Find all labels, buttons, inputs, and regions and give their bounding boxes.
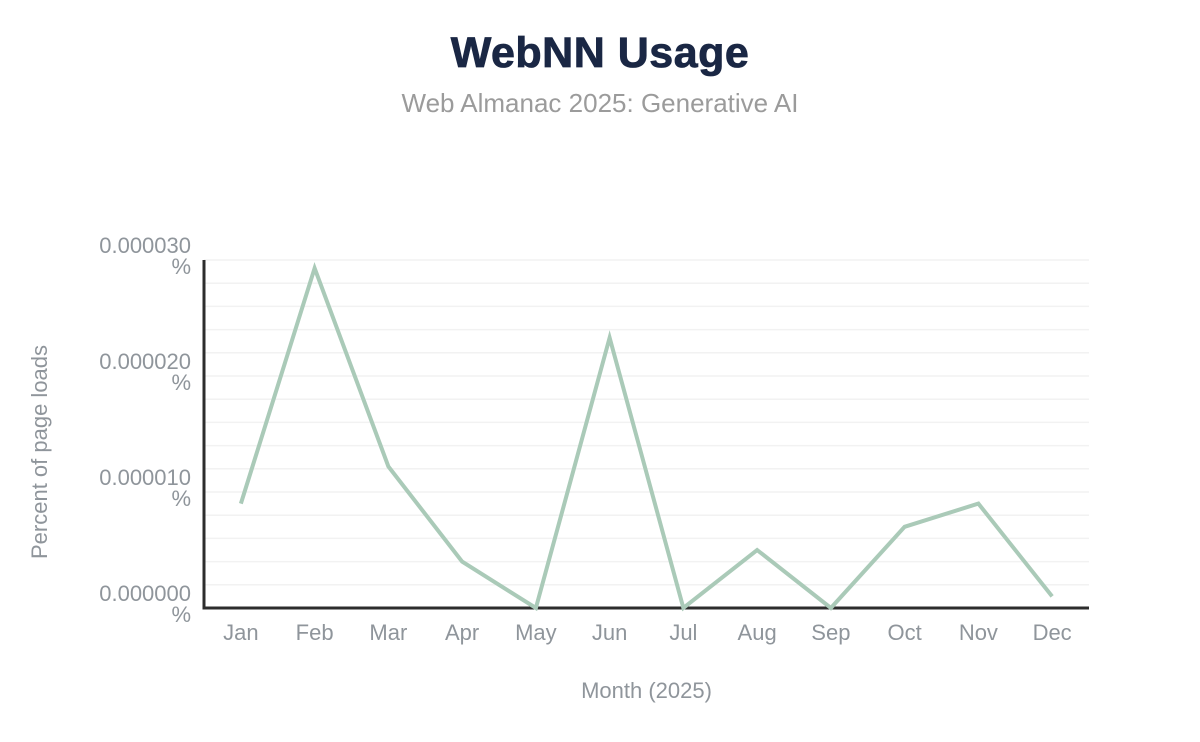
y-tick-label: 0.000010 (99, 465, 191, 490)
y-tick-suffix: % (171, 602, 191, 627)
series-line-webnn (238, 261, 1054, 612)
x-tick-label: Jun (592, 620, 627, 645)
chart-title: WebNN Usage (450, 29, 750, 77)
x-tick-label: Nov (959, 620, 998, 645)
y-tick-label: 0.000000 (99, 581, 191, 606)
x-tick-label: May (515, 620, 557, 645)
x-tick-label: Jul (669, 620, 697, 645)
x-axis-title: Month (2025) (581, 678, 712, 703)
y-tick-label: 0.000030 (99, 233, 191, 258)
x-tick-label: Aug (738, 620, 777, 645)
y-tick-suffix: % (171, 254, 191, 279)
y-tick-label: 0.000020 (99, 349, 191, 374)
chart-subtitle: Web Almanac 2025: Generative AI (401, 88, 799, 118)
x-tick-label: Jan (223, 620, 258, 645)
y-axis-title: Percent of page loads (27, 345, 52, 559)
y-tick-suffix: % (171, 370, 191, 395)
x-tick-label: Sep (811, 620, 850, 645)
x-tick-label: Dec (1033, 620, 1072, 645)
y-tick-suffix: % (171, 486, 191, 511)
x-tick-label: Oct (888, 620, 922, 645)
x-tick-label: Mar (369, 620, 407, 645)
x-tick-label: Apr (445, 620, 479, 645)
x-tick-label: Feb (296, 620, 334, 645)
